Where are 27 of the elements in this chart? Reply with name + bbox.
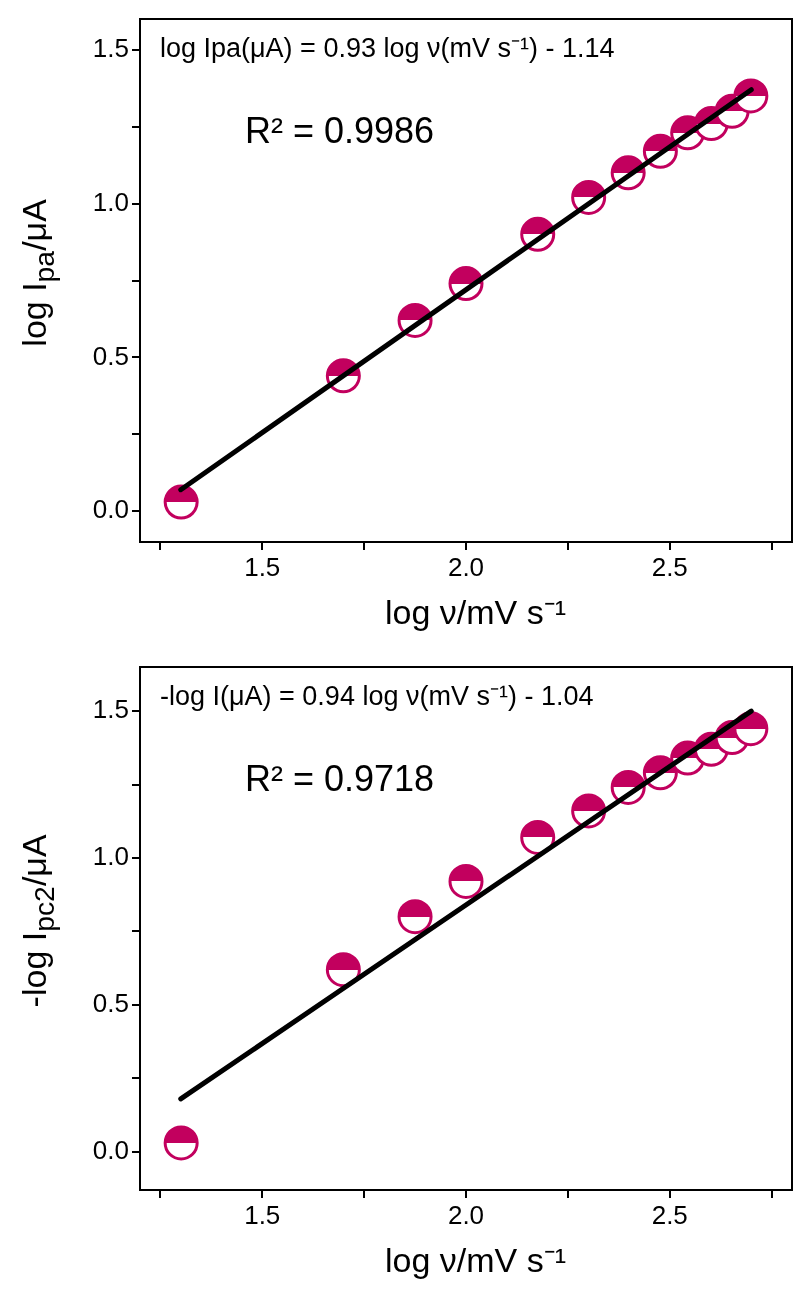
y-tick-label: 1.5 xyxy=(92,694,129,725)
annotation: R² = 0.9718 xyxy=(245,758,435,800)
x-tick-label: 1.5 xyxy=(244,551,281,582)
x-tick-label: 2.5 xyxy=(651,551,688,582)
y-tick-label: 0.5 xyxy=(92,340,129,371)
point xyxy=(397,899,433,935)
point xyxy=(448,863,484,899)
x-tick-label: 2.0 xyxy=(447,1199,485,1230)
x-tick-label: 2.5 xyxy=(651,1199,688,1230)
point xyxy=(520,819,556,855)
x-axis-title: log ν/mV s⁻¹ xyxy=(383,592,567,633)
x-tick-label: 1.5 xyxy=(244,1199,281,1230)
y-tick-label: 1.0 xyxy=(92,841,129,872)
y-tick-label: 0.5 xyxy=(92,988,129,1019)
annotation: R² = 0.9986 xyxy=(245,110,435,152)
x-axis-title: log ν/mV s⁻¹ xyxy=(383,1240,567,1281)
y-tick-label: 1.5 xyxy=(92,32,129,63)
point xyxy=(325,952,361,988)
point xyxy=(163,484,199,520)
y-tick-label: 0.0 xyxy=(92,1134,129,1165)
y-tick-label: 0.0 xyxy=(92,494,129,525)
point xyxy=(733,711,769,747)
y-tick-label: 1.0 xyxy=(92,186,129,217)
x-tick-label: 2.0 xyxy=(447,551,485,582)
annotation: -log I(μA) = 0.94 log ν(mV s⁻¹) - 1.04 xyxy=(160,680,594,713)
point xyxy=(163,1125,199,1161)
annotation: log Ipa(μA) = 0.93 log ν(mV s⁻¹) - 1.14 xyxy=(160,32,615,65)
